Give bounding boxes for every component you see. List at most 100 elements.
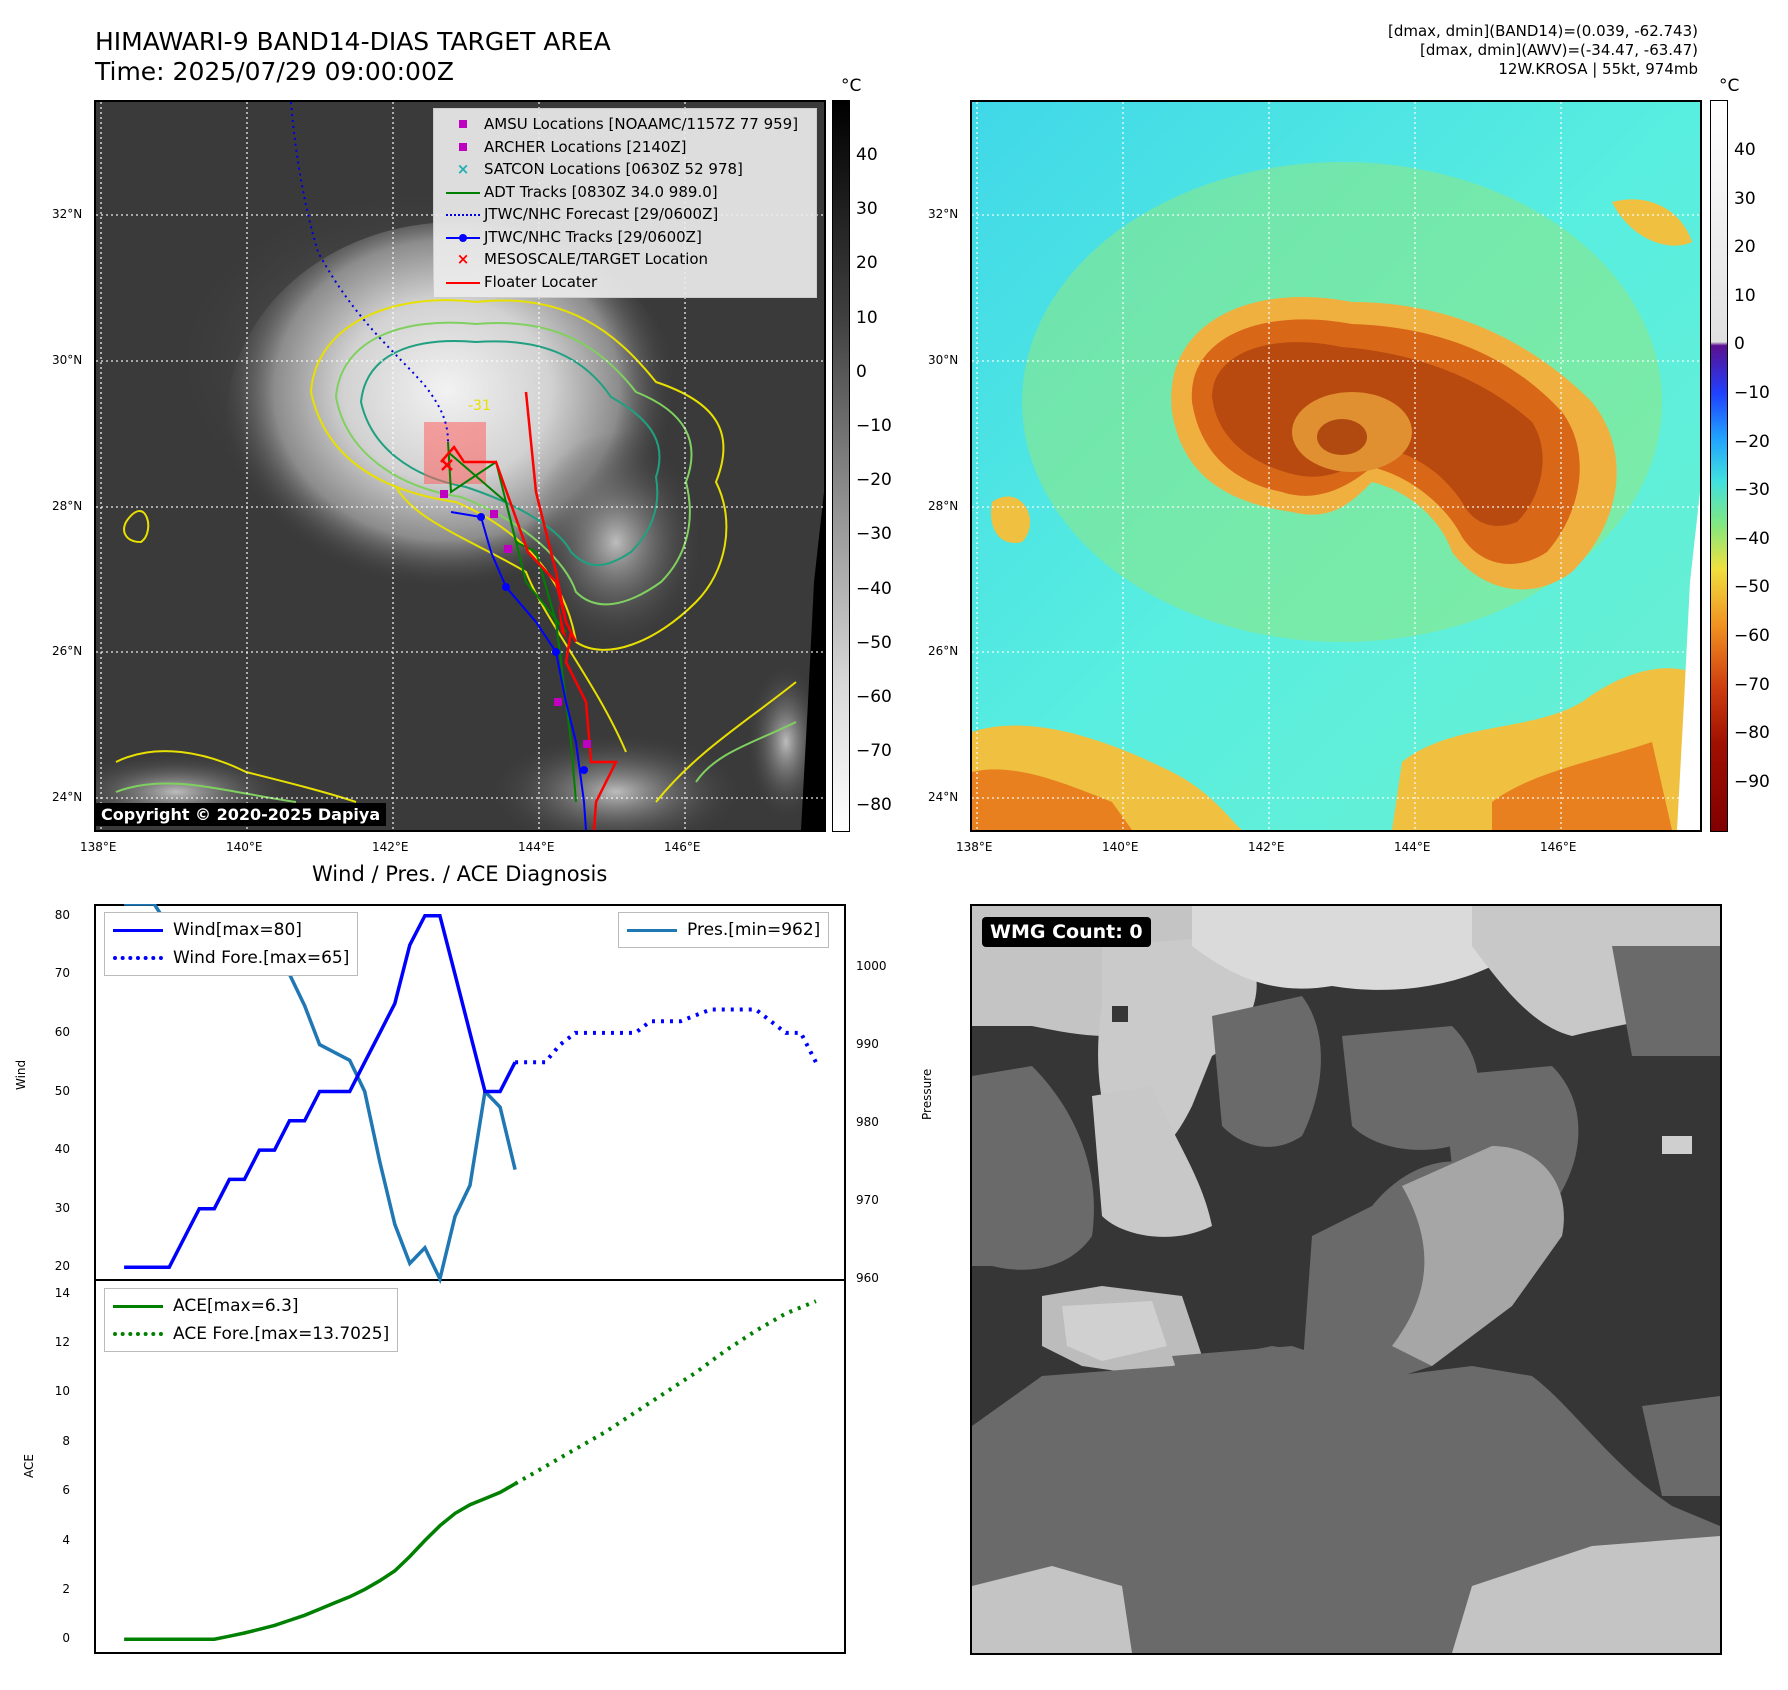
- pressure-axis-label: Pressure: [920, 1068, 934, 1120]
- colorbar-tick-label: 0: [1734, 334, 1745, 355]
- colorbar-gray-unit: °C: [841, 76, 862, 96]
- colorbar-tick-label: 30: [1734, 188, 1756, 209]
- diag-svg: [124, 904, 818, 1641]
- ace-legend: ACE[max=6.3] ACE Fore.[max=13.7025]: [104, 1288, 399, 1352]
- title-line-1: HIMAWARI-9 BAND14-DIAS TARGET AREA: [95, 27, 611, 56]
- ace-tick-label: 6: [62, 1483, 70, 1498]
- dotted-line-icon: [442, 205, 484, 223]
- colorbar-tick-label: −60: [1734, 626, 1770, 646]
- colorbar-tick-label: −50: [1734, 577, 1770, 598]
- x-marker-icon: ×: [456, 160, 470, 179]
- main-title: HIMAWARI-9 BAND14-DIAS TARGET AREA Time: …: [95, 27, 611, 87]
- pressure-tick-label: 980: [856, 1114, 879, 1129]
- info-line-3: 12W.KROSA | 55kt, 974mb: [1498, 60, 1698, 78]
- wind-tick-label: 40: [54, 1142, 70, 1157]
- colorbar-tick-label: 10: [856, 307, 878, 328]
- colorbar-tick-label: −10: [856, 416, 892, 436]
- title-line-2: Time: 2025/07/29 09:00:00Z: [95, 57, 454, 86]
- colorbar-color: [1710, 100, 1728, 832]
- dotted-line-icon: [113, 1332, 163, 1336]
- target-marker: [441, 459, 453, 471]
- ace-tick-label: 14: [54, 1285, 70, 1300]
- ace-tick-label: 0: [62, 1631, 70, 1646]
- wind-tick-label: 50: [54, 1083, 70, 1098]
- colorbar-tick-label: −30: [1734, 480, 1770, 501]
- colorbar-color-unit: °C: [1719, 76, 1740, 96]
- lat-tick: 24°N: [52, 790, 83, 804]
- ace-panel: [94, 1279, 846, 1654]
- colorbar-tick-label: −90: [1734, 771, 1770, 792]
- awv-map-panel: [970, 100, 1702, 832]
- info-line-2: [dmax, dmin](AWV)=(-34.47, -63.47): [1419, 41, 1698, 59]
- wind-tick-label: 20: [54, 1259, 70, 1274]
- wind-forecast-series-line: [515, 1007, 818, 1065]
- lon-tick: 146°E: [1540, 840, 1577, 854]
- legend-item-ace: ACE[max=6.3]: [113, 1292, 389, 1320]
- pres-legend: Pres.[min=962]: [618, 912, 830, 948]
- legend-item-adt: ADT Tracks [0830Z 34.0 989.0]: [442, 181, 808, 204]
- ace-tick-label: 4: [62, 1532, 70, 1547]
- legend-item-target: × MESOSCALE/TARGET Location: [442, 248, 808, 271]
- dotted-line-icon: [113, 956, 163, 960]
- colorbar-tick-label: −20: [1734, 431, 1770, 452]
- ace-tick-label: 10: [54, 1384, 70, 1399]
- line-marker-icon: [442, 273, 484, 291]
- band14-map-panel: -31: [94, 100, 826, 832]
- ace-tick-label: 12: [54, 1335, 70, 1350]
- amsu-points: [440, 490, 591, 748]
- colorbar-tick-label: −80: [856, 795, 892, 816]
- lon-tick: 140°E: [1102, 840, 1139, 854]
- square-marker-icon: [442, 138, 484, 156]
- wind-tick-label: 30: [54, 1200, 70, 1215]
- colorbar-tick-label: 30: [856, 199, 878, 220]
- wind-tick-label: 70: [54, 966, 70, 981]
- legend-item-wind-fore: Wind Fore.[max=65]: [113, 944, 349, 972]
- legend-item-jtwc: JTWC/NHC Tracks [29/0600Z]: [442, 226, 808, 249]
- colorbar-tick-label: 20: [1734, 237, 1756, 258]
- solid-line-icon: [627, 928, 677, 932]
- lat-tick: 28°N: [52, 499, 83, 513]
- ace-axis-label: ACE: [22, 1454, 36, 1478]
- wind-tick-label: 60: [54, 1024, 70, 1039]
- wind-axis-label: Wind: [14, 1059, 28, 1090]
- pressure-tick-label: 970: [856, 1192, 879, 1207]
- wmg-panel: [970, 904, 1722, 1655]
- diag-title: Wind / Pres. / ACE Diagnosis: [312, 862, 608, 886]
- lon-tick: 140°E: [226, 840, 263, 854]
- legend-item-archer: ARCHER Locations [2140Z]: [442, 136, 808, 159]
- ace-forecast-series-line: [514, 1299, 817, 1486]
- pressure-tick-label: 1000: [856, 958, 887, 973]
- pressure-tick-label: 990: [856, 1036, 879, 1051]
- adt-track: [447, 441, 577, 803]
- colorbar-tick-label: −10: [1734, 383, 1770, 403]
- line-marker-icon: [442, 183, 484, 201]
- wind-series-line: [124, 913, 517, 1270]
- lon-tick: 138°E: [80, 840, 117, 854]
- ace-tick-label: 8: [62, 1433, 70, 1448]
- pressure-tick-label: 960: [856, 1271, 879, 1285]
- lon-tick: 142°E: [1248, 840, 1285, 854]
- info-line-1: [dmax, dmin](BAND14)=(0.039, -62.743): [1387, 22, 1698, 40]
- solid-line-icon: [113, 928, 163, 932]
- jtwc-track-points: [477, 513, 588, 774]
- lon-tick: 138°E: [956, 840, 993, 854]
- colorbar-tick-label: −20: [856, 470, 892, 491]
- awv-gridlines: [972, 102, 1700, 830]
- lat-tick: 24°N: [928, 790, 959, 804]
- legend-item-forecast: JTWC/NHC Forecast [29/0600Z]: [442, 203, 808, 226]
- lon-tick: 142°E: [372, 840, 409, 854]
- wmg-count-badge: WMG Count: 0: [982, 917, 1151, 947]
- copyright-label: Copyright © 2020-2025 Dapiya: [95, 803, 387, 826]
- contour-label: -31: [468, 398, 491, 414]
- solid-line-icon: [113, 1304, 163, 1308]
- colorbar-tick-label: −70: [1734, 674, 1770, 695]
- ace-tick-label: 2: [62, 1581, 70, 1596]
- lon-tick: 144°E: [1394, 840, 1431, 854]
- wind-tick-label: 80: [54, 907, 70, 922]
- square-marker-icon: [442, 115, 484, 133]
- legend-item-ace-fore: ACE Fore.[max=13.7025]: [113, 1320, 389, 1348]
- map-legend: AMSU Locations [NOAAMC/1157Z 77 959] ARC…: [433, 108, 817, 298]
- line-dot-icon: [442, 228, 484, 246]
- legend-item-wind: Wind[max=80]: [113, 916, 349, 944]
- colorbar-gray: [832, 100, 850, 832]
